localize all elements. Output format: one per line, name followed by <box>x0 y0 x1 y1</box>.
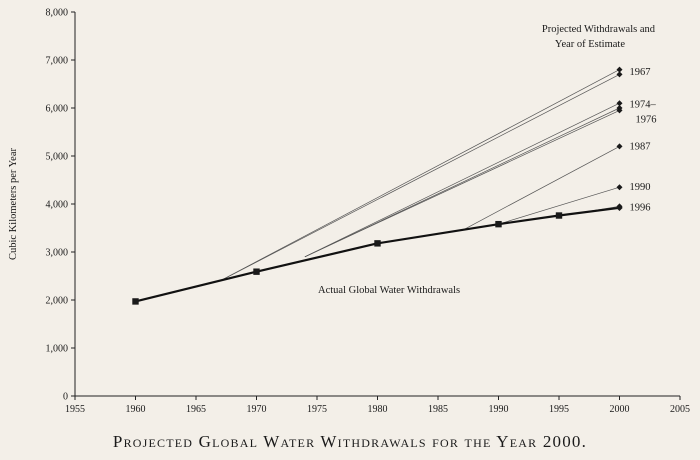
series-line-actual <box>135 206 620 303</box>
projection-line <box>304 107 620 258</box>
projection-marker <box>616 107 623 114</box>
x-tick-label: 1985 <box>428 404 448 415</box>
y-tick-label: 6,000 <box>46 104 69 115</box>
projection-line <box>220 74 620 282</box>
projection-line <box>220 69 620 282</box>
projection-line <box>304 110 620 258</box>
y-tick-label: 3,000 <box>46 248 69 259</box>
y-tick-label: 0 <box>63 392 68 403</box>
x-tick-label: 2005 <box>670 404 690 415</box>
y-tick-label: 4,000 <box>46 200 69 211</box>
projection-line <box>498 186 620 225</box>
x-tick-label: 1975 <box>307 404 327 415</box>
x-tick-label: 1990 <box>489 404 509 415</box>
projection-marker <box>616 184 623 191</box>
y-tick-label: 8,000 <box>46 8 69 19</box>
projection-marker <box>616 66 623 73</box>
y-tick-label: 1,000 <box>46 344 69 355</box>
label-1974-line1: 1974– <box>630 100 657 111</box>
projection-marker <box>616 100 623 107</box>
projection-line <box>304 102 620 258</box>
y-tick-label: 5,000 <box>46 152 69 163</box>
y-tick-label: 2,000 <box>46 296 69 307</box>
projection-line <box>462 146 620 231</box>
label-1996: 1996 <box>630 202 651 213</box>
series-point-actual <box>495 220 502 228</box>
x-tick-label: 1970 <box>247 404 267 415</box>
series-point-actual <box>374 240 381 247</box>
x-tick-label: 1960 <box>126 404 146 415</box>
label-1990: 1990 <box>630 182 651 193</box>
chart-svg: 0 1,000 2,000 3,000 4,000 5,000 6,000 7,000 8,00… <box>8 8 690 416</box>
x-tick-label: 1955 <box>65 404 85 415</box>
x-tick-label: 1995 <box>549 404 569 415</box>
actual-series-label: Actual Global Water Withdrawals <box>318 285 460 296</box>
label-1967: 1967 <box>630 67 651 78</box>
legend-title-line2: Year of Estimate <box>555 39 625 50</box>
y-axis-title: Cubic Kilometers per Year <box>8 148 19 260</box>
series-point-actual <box>555 212 563 219</box>
y-tick-label: 7,000 <box>46 56 69 67</box>
x-tick-label: 2000 <box>610 404 630 415</box>
chart-caption: Projected Global Water Withdrawals for t… <box>112 432 588 451</box>
x-tick-label: 1965 <box>186 404 206 415</box>
label-1987: 1987 <box>630 141 651 152</box>
series-point-actual <box>132 298 139 305</box>
series-point-actual <box>253 268 260 275</box>
projection-marker <box>616 143 623 150</box>
legend-title-line1: Projected Withdrawals and <box>542 24 656 35</box>
series-point-actual <box>616 204 623 212</box>
label-1974-line2: 1976 <box>636 114 657 125</box>
projection-marker <box>616 71 623 78</box>
x-tick-label: 1980 <box>368 404 388 415</box>
